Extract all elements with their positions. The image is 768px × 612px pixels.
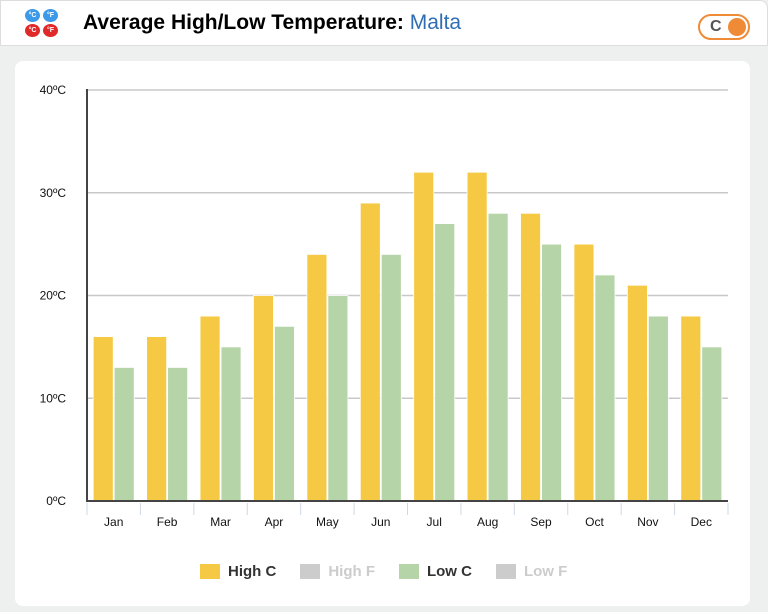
x-tick-label: Aug bbox=[477, 515, 498, 529]
bar-high-c[interactable] bbox=[306, 253, 328, 502]
bar-high-c[interactable] bbox=[359, 202, 381, 502]
bar-low-c[interactable] bbox=[487, 212, 509, 502]
legend-item-high-c[interactable]: High C bbox=[200, 563, 276, 580]
x-tick-label: Feb bbox=[157, 515, 178, 529]
bar-low-c[interactable] bbox=[434, 223, 456, 502]
bar-high-c[interactable] bbox=[146, 336, 168, 502]
legend-item-high-f[interactable]: High F bbox=[300, 563, 375, 580]
bar-high-c[interactable] bbox=[253, 295, 274, 502]
legend-swatch bbox=[398, 563, 419, 579]
title-text: Average High/Low Temperature: bbox=[83, 11, 404, 34]
bar-low-c[interactable] bbox=[113, 367, 135, 502]
legend-label: Low C bbox=[426, 562, 472, 580]
x-tick-label: Mar bbox=[210, 515, 231, 529]
bars bbox=[92, 171, 723, 502]
y-tick-label: 10ºC bbox=[40, 391, 67, 405]
toggle-knob bbox=[728, 18, 746, 36]
y-tick-label: 30ºC bbox=[40, 186, 67, 200]
grid-lines bbox=[87, 89, 728, 399]
legend-item-low-f[interactable]: Low F bbox=[495, 562, 568, 580]
header-bar: °C °F °C °F Average High/Low Temperature… bbox=[0, 0, 768, 46]
celsius-badge-icon: °C bbox=[25, 24, 40, 37]
x-tick-label: Oct bbox=[585, 515, 604, 529]
bar-low-c[interactable] bbox=[167, 367, 189, 502]
x-tick-label: Dec bbox=[691, 515, 712, 529]
bar-low-c[interactable] bbox=[220, 346, 242, 502]
bar-low-c[interactable] bbox=[327, 295, 349, 502]
fahrenheit-badge-icon: °F bbox=[43, 24, 58, 37]
bar-high-c[interactable] bbox=[413, 171, 435, 502]
x-axis-ticks: Jan Feb Mar Apr May Jun Jul Aug Sep Oct Nov Dec bbox=[86, 503, 729, 529]
unit-toggle-label: C bbox=[710, 18, 722, 35]
bar-low-c[interactable] bbox=[380, 253, 402, 502]
chart-legend: High C High F Low C Low F bbox=[200, 561, 591, 581]
bar-high-c[interactable] bbox=[626, 284, 648, 502]
bar-low-c[interactable] bbox=[541, 243, 562, 502]
bar-low-c[interactable] bbox=[647, 315, 669, 502]
fahrenheit-badge-icon: °F bbox=[43, 9, 58, 22]
legend-swatch bbox=[495, 563, 516, 579]
legend-label: Low F bbox=[523, 562, 568, 580]
bar-high-c[interactable] bbox=[92, 336, 114, 502]
x-tick-label: Jun bbox=[371, 515, 390, 529]
page-title: Average High/Low Temperature: Malta bbox=[83, 11, 461, 35]
bar-low-c[interactable] bbox=[701, 346, 723, 502]
legend-swatch bbox=[300, 563, 321, 579]
legend-item-low-c[interactable]: Low C bbox=[398, 562, 472, 580]
x-tick-label: Nov bbox=[637, 515, 658, 529]
unit-toggle[interactable]: C bbox=[698, 14, 750, 40]
x-tick-label: Jan bbox=[104, 515, 123, 529]
y-axis-ticks: 0ºC 10ºC 20ºC 30ºC 40ºC bbox=[40, 83, 67, 508]
bar-high-c[interactable] bbox=[680, 315, 702, 502]
legend-swatch bbox=[200, 563, 220, 579]
location-name: Malta bbox=[409, 11, 462, 34]
x-tick-label: Apr bbox=[265, 515, 284, 529]
bar-high-c[interactable] bbox=[466, 171, 488, 502]
x-tick-label: May bbox=[316, 515, 339, 529]
y-tick-label: 20ºC bbox=[40, 289, 67, 303]
y-tick-label: 0ºC bbox=[46, 494, 66, 508]
bar-high-c[interactable] bbox=[573, 243, 595, 502]
x-tick-label: Sep bbox=[530, 515, 552, 529]
legend-label: High F bbox=[328, 562, 375, 580]
x-tick-label: Jul bbox=[427, 515, 442, 529]
bar-high-c[interactable] bbox=[520, 212, 541, 502]
celsius-badge-icon: °C bbox=[25, 9, 40, 22]
bar-high-c[interactable] bbox=[199, 315, 221, 502]
bar-low-c[interactable] bbox=[594, 274, 616, 502]
thermometer-logo-icon: °C °F °C °F bbox=[25, 9, 59, 39]
bar-low-c[interactable] bbox=[274, 325, 295, 502]
y-tick-label: 40ºC bbox=[40, 83, 67, 97]
legend-label: High C bbox=[228, 562, 277, 580]
